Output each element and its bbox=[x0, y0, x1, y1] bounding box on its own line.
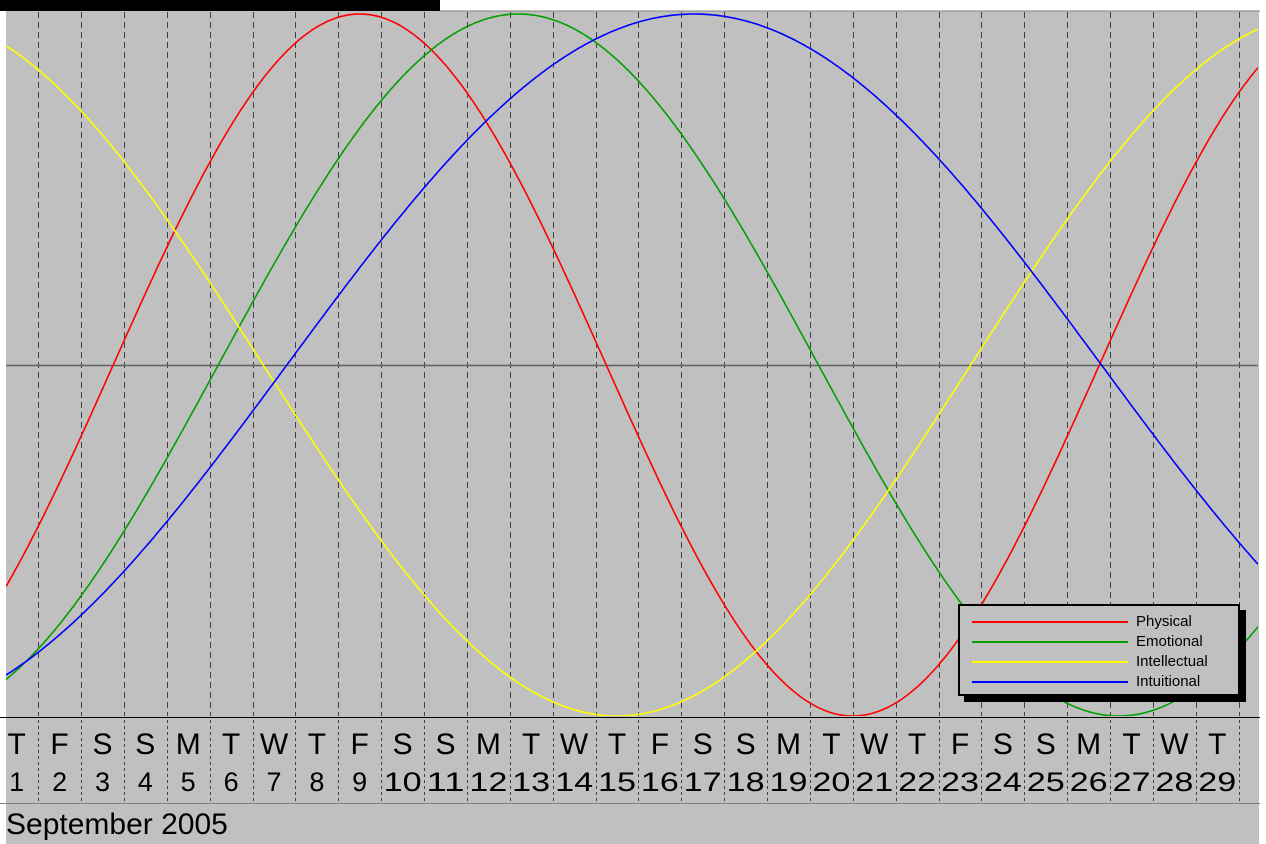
weekday-label: T bbox=[222, 728, 240, 761]
weekday-label: T bbox=[608, 728, 626, 761]
weekday-label: F bbox=[351, 728, 369, 761]
day-number-label: 16 bbox=[641, 767, 679, 797]
weekday-label: M bbox=[776, 728, 801, 761]
weekday-label: S bbox=[736, 728, 756, 761]
day-number-label: 28 bbox=[1155, 767, 1193, 797]
weekday-label: F bbox=[50, 728, 68, 761]
day-number-label: 2 bbox=[52, 767, 67, 797]
day-number-label: 3 bbox=[95, 767, 110, 797]
day-number-label: 10 bbox=[384, 767, 422, 797]
day-number-label: 1 bbox=[9, 767, 24, 797]
legend-swatch-physical bbox=[972, 621, 1128, 623]
weekday-label: M bbox=[176, 728, 201, 761]
legend-item-physical: Physical bbox=[972, 612, 1234, 632]
day-number-label: 9 bbox=[352, 767, 367, 797]
weekday-label: T bbox=[908, 728, 926, 761]
top-edge-light bbox=[440, 0, 1266, 11]
legend-swatch-emotional bbox=[972, 641, 1128, 643]
legend-label-intuitional: Intuitional bbox=[1136, 673, 1201, 690]
legend-swatch-intellectual bbox=[972, 661, 1128, 663]
day-number-label: 19 bbox=[770, 767, 808, 797]
weekday-label: S bbox=[435, 728, 455, 761]
series-line-physical bbox=[6, 13, 1258, 716]
weekday-label: T bbox=[1122, 728, 1140, 761]
day-number-label: 29 bbox=[1198, 767, 1236, 797]
weekday-label: T bbox=[8, 728, 26, 761]
legend-item-intuitional: Intuitional bbox=[972, 672, 1234, 692]
weekday-label: S bbox=[92, 728, 112, 761]
weekday-label: W bbox=[260, 728, 289, 761]
day-number-label: 11 bbox=[427, 767, 465, 797]
day-number-label: 7 bbox=[266, 767, 281, 797]
day-number-label: 18 bbox=[727, 767, 765, 797]
day-number-label: 12 bbox=[469, 767, 507, 797]
left-edge bbox=[0, 0, 6, 844]
day-number-label: 13 bbox=[512, 767, 550, 797]
legend-item-emotional: Emotional bbox=[972, 632, 1234, 652]
weekday-label: T bbox=[308, 728, 326, 761]
weekday-label: M bbox=[1076, 728, 1101, 761]
legend: Physical Emotional Intellectual Intuitio… bbox=[958, 604, 1240, 696]
series-group bbox=[6, 13, 1258, 716]
day-number-label: 23 bbox=[941, 767, 979, 797]
day-number-label: 15 bbox=[598, 767, 636, 797]
weekday-label: S bbox=[693, 728, 713, 761]
legend-item-intellectual: Intellectual bbox=[972, 652, 1234, 672]
series-line-intuitional bbox=[6, 13, 1258, 676]
series-line-intellectual bbox=[6, 28, 1258, 716]
legend-label-physical: Physical bbox=[1136, 613, 1192, 630]
day-number-label: 26 bbox=[1070, 767, 1108, 797]
weekday-label: W bbox=[860, 728, 889, 761]
weekday-label: T bbox=[822, 728, 840, 761]
weekday-label: W bbox=[1160, 728, 1189, 761]
weekday-label: F bbox=[651, 728, 669, 761]
weekday-label: S bbox=[393, 728, 413, 761]
day-number-label: 22 bbox=[898, 767, 936, 797]
weekday-label: M bbox=[476, 728, 501, 761]
weekday-label: S bbox=[1036, 728, 1056, 761]
legend-label-intellectual: Intellectual bbox=[1136, 653, 1208, 670]
top-edge-dark bbox=[0, 0, 440, 11]
day-number-label: 5 bbox=[181, 767, 196, 797]
weekday-label: W bbox=[560, 728, 589, 761]
day-number-label: 20 bbox=[812, 767, 850, 797]
day-number-label: 8 bbox=[309, 767, 324, 797]
weekday-label: S bbox=[993, 728, 1013, 761]
weekday-label: T bbox=[1208, 728, 1226, 761]
day-number-label: 6 bbox=[224, 767, 239, 797]
day-number-label: 24 bbox=[984, 767, 1022, 797]
day-number-label: 27 bbox=[1113, 767, 1151, 797]
month-label: September 2005 bbox=[6, 808, 228, 841]
day-number-label: 14 bbox=[555, 767, 593, 797]
legend-label-emotional: Emotional bbox=[1136, 633, 1203, 650]
weekday-label: T bbox=[522, 728, 540, 761]
legend-swatch-intuitional bbox=[972, 681, 1128, 683]
day-number-label: 17 bbox=[684, 767, 722, 797]
right-edge bbox=[1259, 0, 1266, 844]
weekday-label: S bbox=[135, 728, 155, 761]
day-number-label: 21 bbox=[855, 767, 893, 797]
day-number-label: 4 bbox=[138, 767, 153, 797]
day-number-label: 25 bbox=[1027, 767, 1065, 797]
weekday-label: F bbox=[951, 728, 969, 761]
